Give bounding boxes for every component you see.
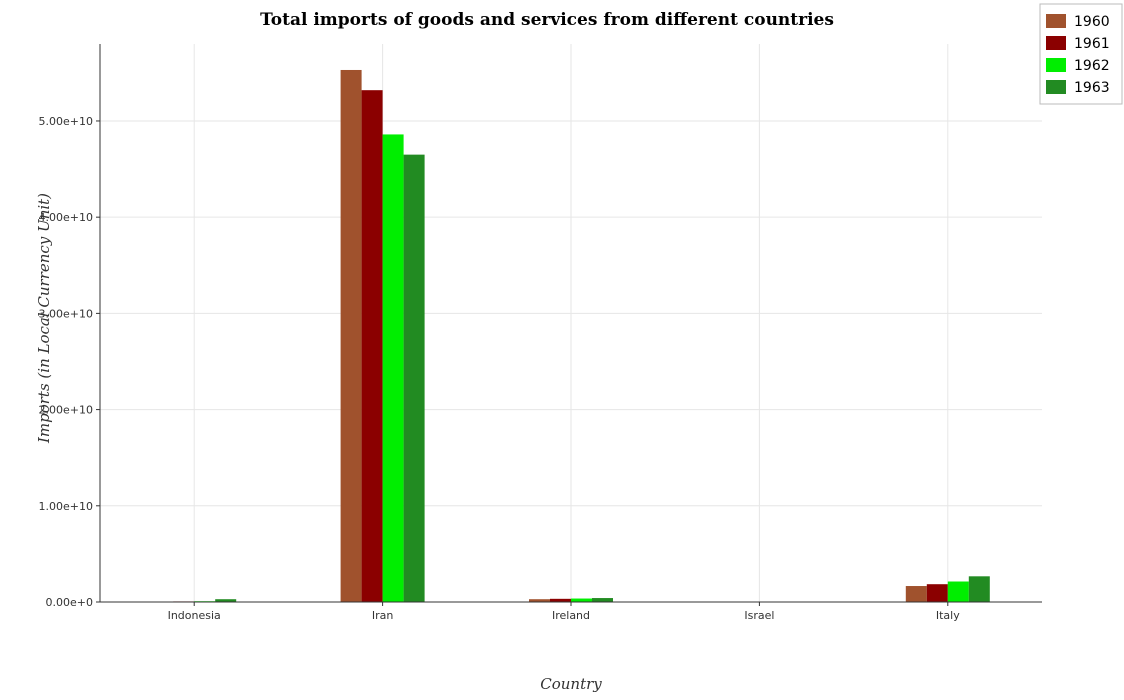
- x-tick-label: Indonesia: [168, 609, 221, 622]
- legend-label-1960: 1960: [1074, 14, 1110, 30]
- bar-ireland-1961: [550, 598, 571, 602]
- bars: [152, 69, 990, 603]
- legend-swatch-1962: [1046, 58, 1066, 72]
- bar-iran-1963: [403, 154, 425, 602]
- y-tick-label: 4.00e+10: [39, 211, 93, 224]
- bar-italy-1963: [968, 576, 990, 602]
- bar-italy-1961: [926, 584, 948, 602]
- bar-iran-1960: [340, 69, 362, 603]
- axes: 0.00e+0 1.00e+10 2.00e+10 3.00e+10 4.00e+10 5…: [39, 44, 1042, 622]
- y-axis-label: Imports (in Local Currency Unit): [35, 193, 53, 444]
- legend-label-1962: 1962: [1074, 58, 1110, 74]
- legend-swatch-1963: [1046, 80, 1066, 94]
- x-tick-label: Iran: [372, 609, 394, 622]
- legend-label-1963: 1963: [1074, 80, 1110, 96]
- bar-iran-1962: [382, 134, 404, 602]
- x-tick-label: Italy: [936, 609, 960, 622]
- bar-ireland-1962: [571, 598, 592, 602]
- chart-title: Total imports of goods and services from…: [260, 10, 834, 30]
- bar-italy-1962: [947, 581, 969, 602]
- x-axis-label: Country: [540, 675, 602, 693]
- y-tick-label: 5.00e+10: [39, 115, 93, 128]
- y-tick-label: 1.00e+10: [39, 500, 93, 513]
- y-tick-label: 2.00e+10: [39, 404, 93, 417]
- bar-indonesia-1963: [215, 599, 237, 602]
- bar-ireland-1963: [592, 598, 613, 602]
- bar-italy-1960: [905, 586, 927, 602]
- legend-label-1961: 1961: [1074, 36, 1110, 52]
- legend-swatch-1960: [1046, 14, 1066, 28]
- gridlines: [100, 44, 1042, 603]
- x-tick-label: Ireland: [552, 609, 590, 622]
- x-tick-label: Israel: [744, 609, 774, 622]
- y-tick-label: 3.00e+10: [39, 307, 93, 320]
- legend: 1960 1961 1962 1963: [1039, 3, 1123, 105]
- bar-ireland-1960: [529, 599, 550, 602]
- bar-iran-1961: [361, 90, 383, 602]
- y-tick-label: 0.00e+0: [46, 596, 93, 609]
- legend-swatch-1961: [1046, 36, 1066, 50]
